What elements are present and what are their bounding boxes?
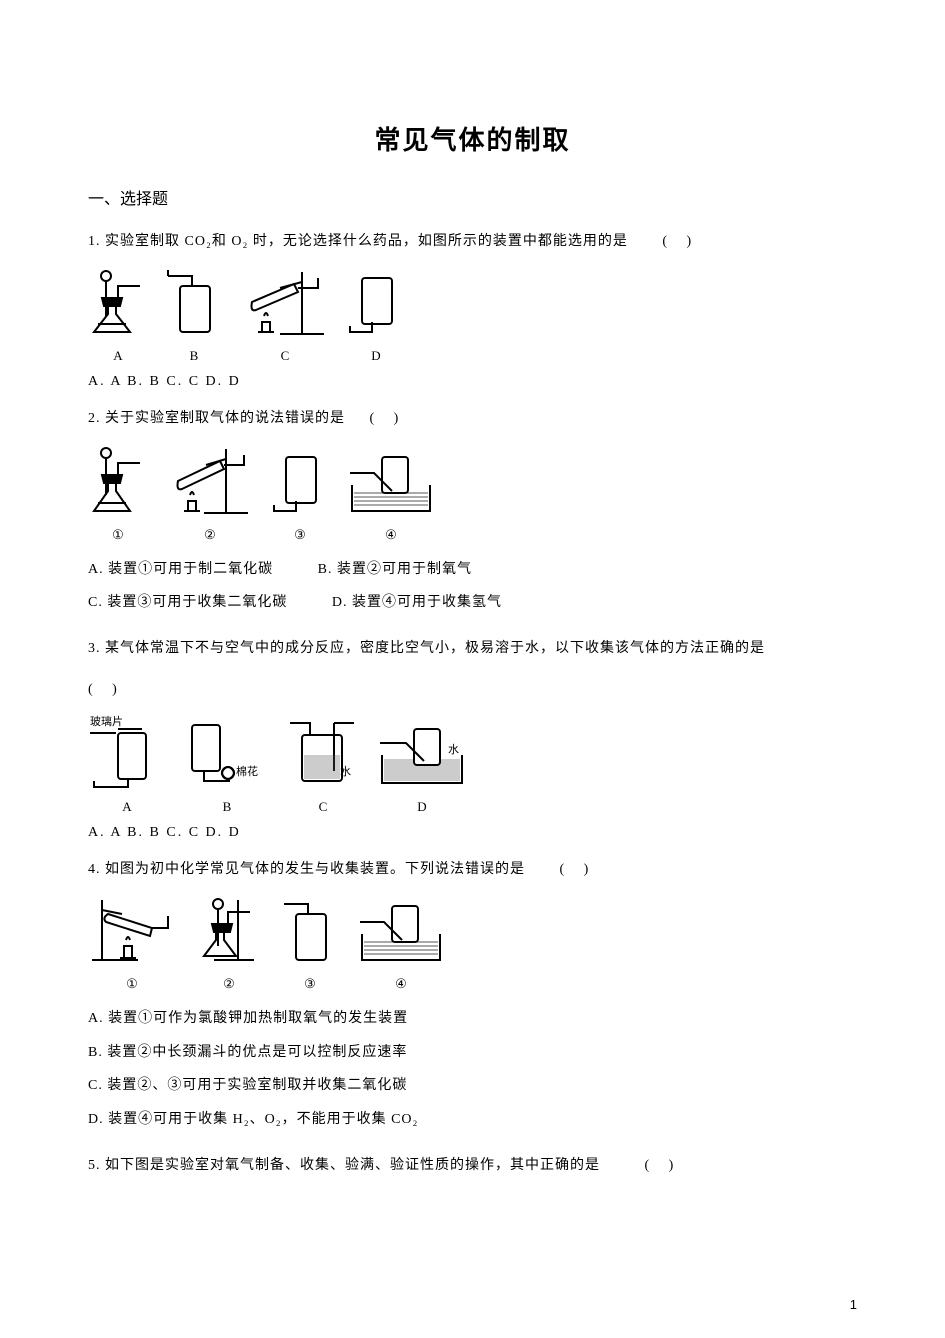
q4-fig-2-label: ② [194,976,264,992]
q2-fig-2-label: ② [166,527,254,543]
q1-paren: ( ) [662,234,699,249]
q1-fig-b-label: B [166,348,222,364]
q2-text: 2. 关于实验室制取气体的说法错误的是 [88,411,345,426]
q1-options: A. A B. B C. C D. D [88,374,857,390]
q2-line2: C. 装置③可用于收集二氧化碳 D. 装置④可用于收集氢气 [88,586,857,620]
bottle-up-icon [166,268,222,346]
q5-text: 5. 如下图是实验室对氧气制备、收集、验满、验证性质的操作，其中正确的是 [88,1158,600,1173]
q1-fig-b: B [166,268,222,364]
q4-optC: C. 装置②、③可用于实验室制取并收集二氧化碳 [88,1069,857,1103]
question-4: 4. 如图为初中化学常见气体的发生与收集装置。下列说法错误的是 ( ) [88,855,857,886]
q5-paren: ( ) [645,1158,682,1173]
q4-fig-3-label: ③ [282,976,338,992]
heated-tube-stand-icon [88,896,176,974]
svg-text:水: 水 [448,743,459,756]
glass-plate-bottle-icon: 玻璃片 [88,715,166,797]
q1-fig-c-label: C [240,348,330,364]
water-trough-icon [356,896,446,974]
heated-tube-stand-icon [240,268,330,346]
q1-text: 1. 实验室制取 CO₂和 O₂ 时，无论选择什么药品，如图所示的装置中都能选用… [88,234,628,249]
q3-fig-a: 玻璃片 A [88,715,166,815]
page: 常见气体的制取 一、选择题 1. 实验室制取 CO₂和 O₂ 时，无论选择什么药… [0,0,945,1338]
water-trough-icon [346,445,436,525]
q2-optA: A. 装置①可用于制二氧化碳 [88,562,273,577]
q2-fig-1: ① [88,445,148,543]
q3-paren: ( ) [88,682,125,697]
heated-tube-stand-icon [166,445,254,525]
q4-paren: ( ) [560,862,597,877]
q3-options: A. A B. B C. C D. D [88,825,857,841]
q2-fig-4: ④ [346,445,436,543]
q4-fig-1: ① [88,896,176,992]
q2-fig-3-label: ③ [272,527,328,543]
flask-funnel-icon [88,445,148,525]
q4-fig-2: ② [194,896,264,992]
flask-longfunnel-stand-icon [194,896,264,974]
section-header: 一、选择题 [88,185,857,209]
q1-figures: A B [88,268,857,364]
question-1: 1. 实验室制取 CO₂和 O₂ 时，无论选择什么药品，如图所示的装置中都能选用… [88,227,857,258]
q2-paren: ( ) [370,411,407,426]
q2-fig-4-label: ④ [346,527,436,543]
q1-fig-d: D [348,268,404,364]
q2-line1: A. 装置①可用于制二氧化碳 B. 装置②可用于制氧气 [88,553,857,587]
q3-figures: 玻璃片 A 棉花 B [88,715,857,815]
q3-fig-d: 水 D [376,715,468,815]
q3-paren-line: ( ) [88,675,857,706]
water-trough-icon: 水 [376,715,468,797]
q3-fig-b: 棉花 B [184,715,270,815]
water-bottle-tubes-icon: 水 [288,715,358,797]
q2-fig-1-label: ① [88,527,148,543]
bottle-down-icon [272,445,328,525]
svg-text:水: 水 [340,765,351,778]
q2-figures: ① ② [88,445,857,543]
q1-fig-d-label: D [348,348,404,364]
q3-fig-c: 水 C [288,715,358,815]
q3-fig-b-label: B [184,799,270,815]
q2-optB: B. 装置②可用于制氧气 [318,562,472,577]
q3-fig-d-label: D [376,799,468,815]
q2-fig-3: ③ [272,445,328,543]
bottle-up-icon [282,896,338,974]
page-title: 常见气体的制取 [88,120,857,157]
q1-fig-a: A [88,268,148,364]
q2-optD: D. 装置④可用于收集氢气 [332,595,502,610]
svg-text:玻璃片: 玻璃片 [90,715,123,728]
q4-optD: D. 装置④可用于收集 H₂、O₂，不能用于收集 CO₂ [88,1103,857,1137]
question-3: 3. 某气体常温下不与空气中的成分反应，密度比空气小，极易溶于水，以下收集该气体… [88,634,857,665]
q3-fig-a-label: A [88,799,166,815]
q1-fig-a-label: A [88,348,148,364]
q4-fig-3: ③ [282,896,338,992]
bottle-cotton-icon: 棉花 [184,715,270,797]
page-number: 1 [850,1297,857,1312]
q4-fig-4: ④ [356,896,446,992]
q4-text: 4. 如图为初中化学常见气体的发生与收集装置。下列说法错误的是 [88,862,525,877]
svg-text:棉花: 棉花 [236,764,258,778]
q2-fig-2: ② [166,445,254,543]
q4-figures: ① ② [88,896,857,992]
q1-fig-c: C [240,268,330,364]
question-5: 5. 如下图是实验室对氧气制备、收集、验满、验证性质的操作，其中正确的是 ( ) [88,1151,857,1182]
q4-optA: A. 装置①可作为氯酸钾加热制取氧气的发生装置 [88,1002,857,1036]
bottle-down-icon [348,268,404,346]
q4-fig-1-label: ① [88,976,176,992]
q2-optC: C. 装置③可用于收集二氧化碳 [88,595,287,610]
flask-funnel-icon [88,268,148,346]
q3-fig-c-label: C [288,799,358,815]
q4-fig-4-label: ④ [356,976,446,992]
question-2: 2. 关于实验室制取气体的说法错误的是 ( ) [88,404,857,435]
q3-text: 3. 某气体常温下不与空气中的成分反应，密度比空气小，极易溶于水，以下收集该气体… [88,641,765,656]
q4-optB: B. 装置②中长颈漏斗的优点是可以控制反应速率 [88,1036,857,1070]
